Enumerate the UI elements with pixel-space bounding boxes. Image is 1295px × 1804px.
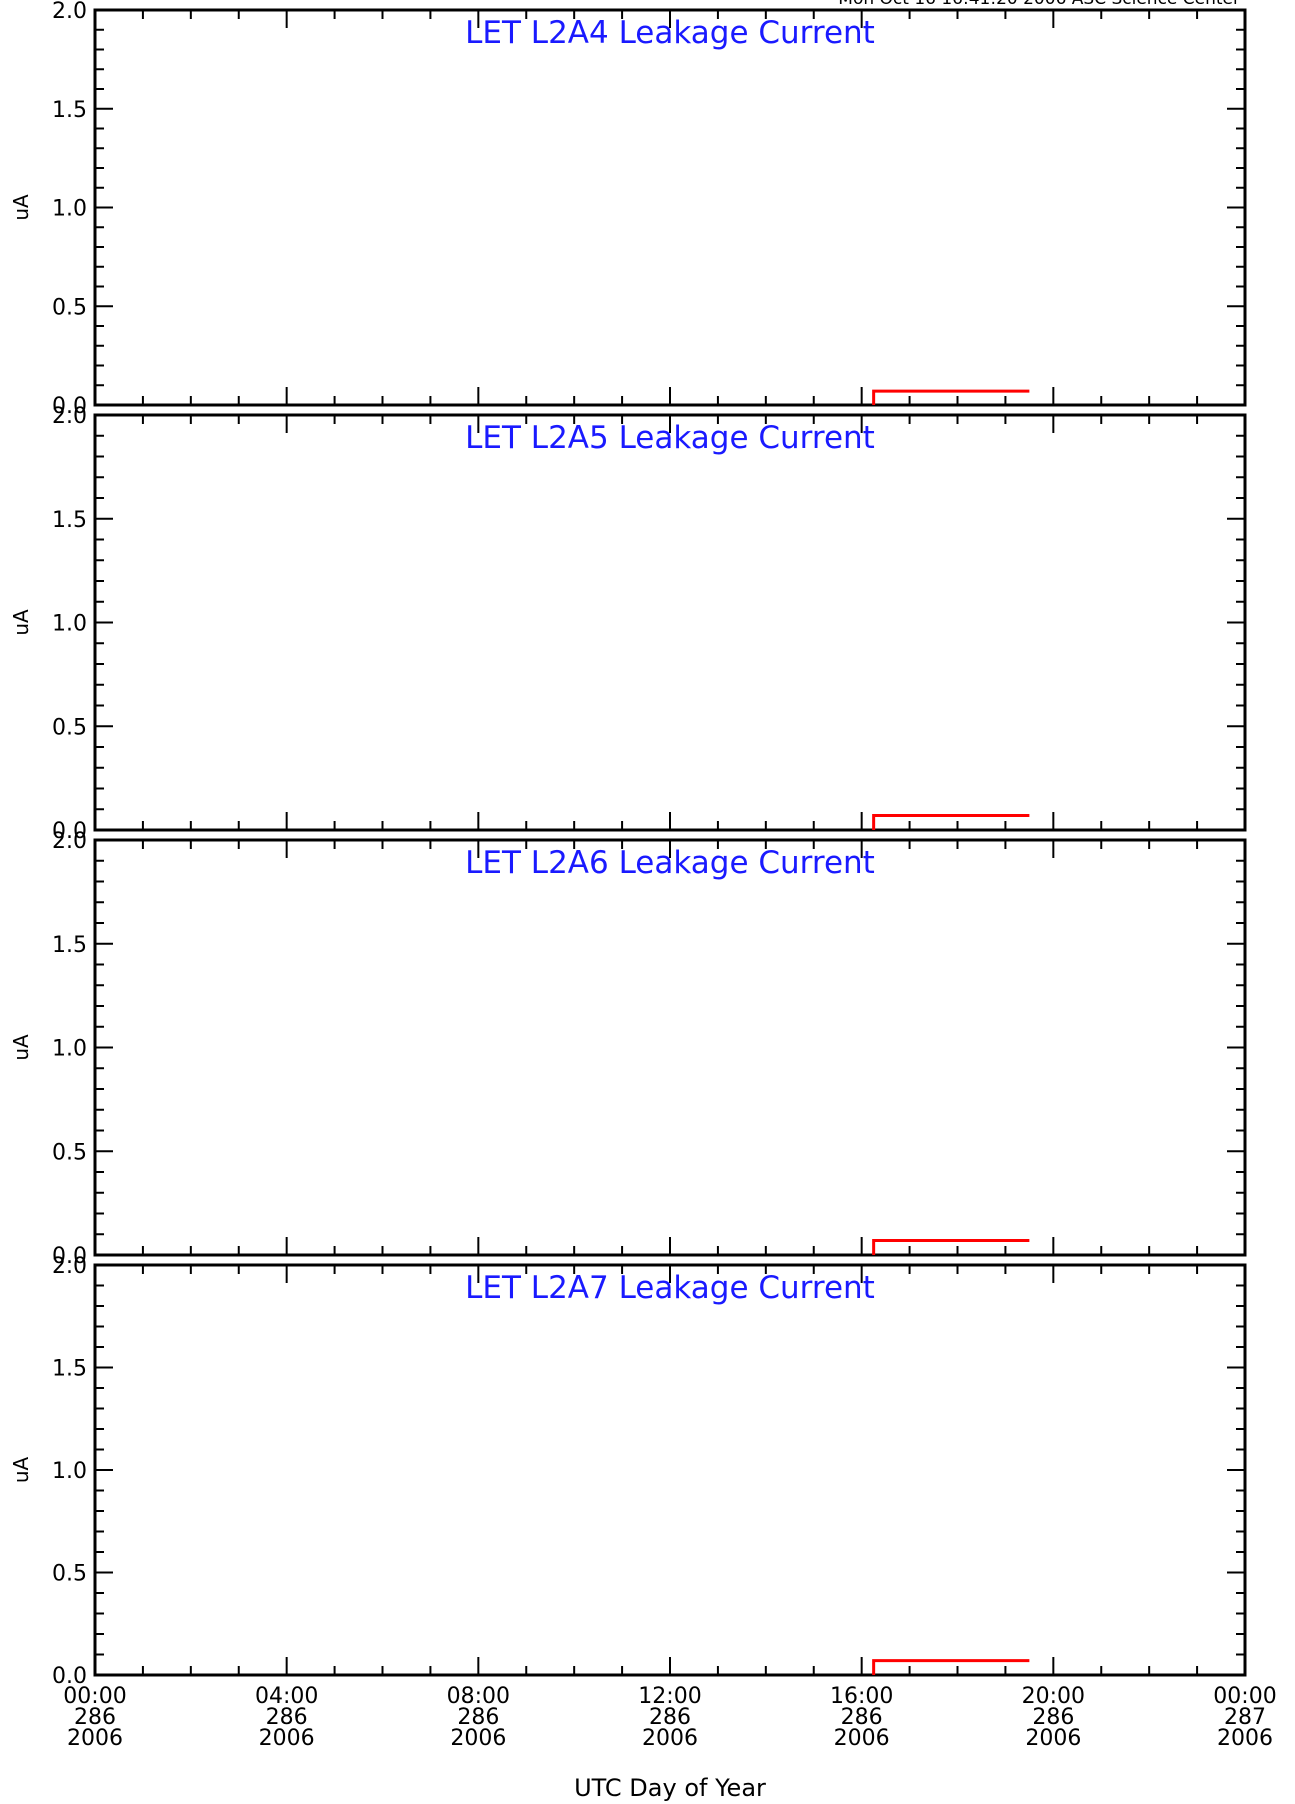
- x-tick-label: 20:00: [1022, 1684, 1085, 1709]
- y-tick-label: 0.0: [52, 819, 87, 844]
- x-tick-label: 2006: [834, 1726, 890, 1751]
- panel-2: 0.0 0.5 1.0 1.5 2.0 uA LET L2A5 Leakage Curren…: [9, 404, 1247, 844]
- x-tick-label: 00:00: [1213, 1684, 1276, 1709]
- plot-frame: [93, 8, 1247, 407]
- y-axis-label: uA: [9, 1457, 33, 1484]
- y-axis-label: uA: [9, 609, 33, 636]
- data-series-line: [872, 1238, 1030, 1255]
- data-series-line: [872, 389, 1030, 405]
- y-tick-label: 0.5: [52, 295, 87, 320]
- y-axis-label: uA: [9, 194, 33, 221]
- x-tick-label: 2006: [259, 1726, 315, 1751]
- x-tick-label: 12:00: [638, 1684, 701, 1709]
- y-tick-label: 0.0: [52, 1664, 87, 1689]
- x-tick-label: 287: [1224, 1705, 1266, 1730]
- x-tick-label: 286: [457, 1705, 499, 1730]
- panel-title: LET L2A7 Leakage Current: [465, 1270, 875, 1306]
- x-tick-label: 2006: [1025, 1726, 1081, 1751]
- panel-title: LET L2A6 Leakage Current: [465, 845, 875, 881]
- data-series-line: [872, 813, 1030, 830]
- x-tick-label: 286: [74, 1705, 116, 1730]
- y-tick-label: 1.5: [52, 508, 87, 533]
- y-tick-label: 1.5: [52, 1357, 87, 1382]
- y-tick-label: 1.0: [52, 1459, 87, 1484]
- y-tick-label: 0.0: [52, 394, 87, 419]
- y-tick-label: 0.5: [52, 1562, 87, 1587]
- data-series-line: [872, 1659, 1030, 1675]
- x-tick-label: 286: [649, 1705, 691, 1730]
- y-tick-label: 2.0: [52, 829, 87, 854]
- panel-3: 0.0 0.5 1.0 1.5 2.0 uA LET L2A6 Leakage Curren…: [9, 829, 1247, 1269]
- x-tick-label: 00:00: [63, 1684, 126, 1709]
- panel-title: LET L2A4 Leakage Current: [465, 15, 875, 51]
- y-tick-label: 0.5: [52, 1140, 87, 1165]
- y-tick-label: 2.0: [52, 404, 87, 429]
- x-tick-labels: 00:00286200604:00286200608:00286200612:0…: [63, 1684, 1276, 1751]
- panel-title: LET L2A5 Leakage Current: [465, 420, 875, 456]
- y-axis-label: uA: [9, 1034, 33, 1061]
- x-tick-label: 286: [1032, 1705, 1074, 1730]
- x-tick-label: 286: [266, 1705, 308, 1730]
- x-axis-label: UTC Day of Year: [574, 1774, 766, 1802]
- header-timestamp: Mon Oct 16 16:41:20 2006 ASC Science Cen…: [838, 0, 1240, 9]
- plot-frame: [93, 413, 1247, 832]
- y-tick-label: 1.0: [52, 612, 87, 637]
- panel-4: 0.0 0.5 1.0 1.5 2.0 uA LET L2A7 Leakage Curren…: [9, 1254, 1247, 1689]
- y-tick-label: 2.0: [52, 1254, 87, 1279]
- x-tick-label: 2006: [67, 1726, 123, 1751]
- x-tick-label: 04:00: [255, 1684, 318, 1709]
- x-tick-label: 2006: [1217, 1726, 1273, 1751]
- panel-1: 0.0 0.5 1.0 1.5 2.0 uA LET L2A4 Leakage Curren…: [9, 0, 1247, 419]
- y-tick-label: 1.0: [52, 1037, 87, 1062]
- x-tick-label: 16:00: [830, 1684, 893, 1709]
- y-tick-label: 0.5: [52, 715, 87, 740]
- y-tick-label: 1.5: [52, 933, 87, 958]
- plot-frame: [93, 1263, 1247, 1677]
- y-tick-label: 0.0: [52, 1244, 87, 1269]
- y-tick-label: 2.0: [52, 0, 87, 24]
- x-tick-label: 286: [841, 1705, 883, 1730]
- plot-frame: [93, 838, 1247, 1257]
- y-tick-label: 1.5: [52, 98, 87, 123]
- x-tick-label: 2006: [450, 1726, 506, 1751]
- x-tick-label: 2006: [642, 1726, 698, 1751]
- y-tick-label: 1.0: [52, 197, 87, 222]
- x-tick-label: 08:00: [447, 1684, 510, 1709]
